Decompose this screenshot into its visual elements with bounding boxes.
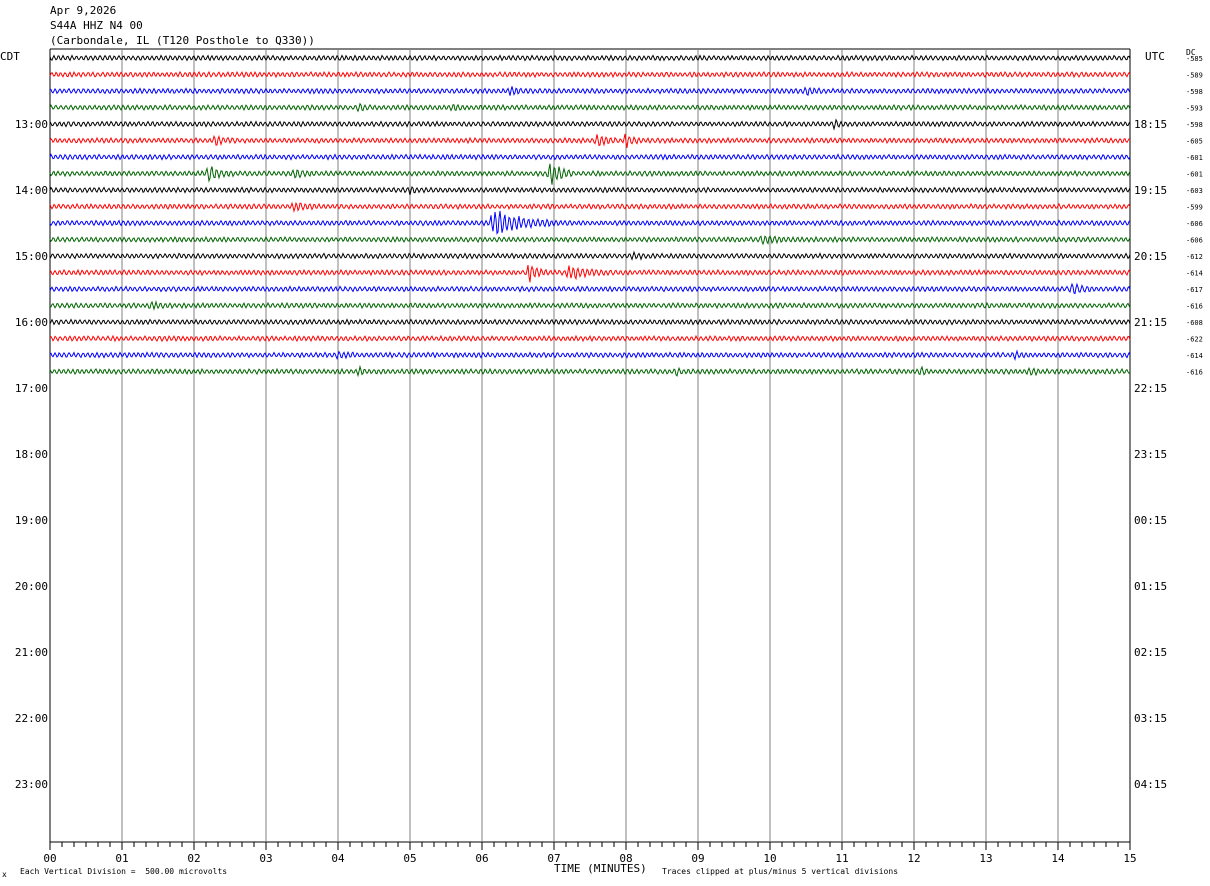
x-tick-label: 10 [763,852,776,865]
cdt-hour-label: 14:00 [15,184,48,197]
dc-offset-label: -605 [1186,138,1203,146]
dc-offset-label: -601 [1186,171,1203,179]
cdt-hour-label: 23:00 [15,778,48,791]
x-tick-label: 15 [1123,852,1136,865]
cdt-hour-label: 22:00 [15,712,48,725]
seismic-trace [49,210,1131,235]
dc-offset-label: -616 [1186,369,1203,377]
dc-offset-label: -593 [1186,105,1203,113]
scale-note: Each Vertical Division = 500.00 microvol… [20,867,228,876]
seismic-trace [49,54,1131,62]
seismic-trace [49,133,1131,148]
x-tick-label: 12 [907,852,920,865]
seismic-trace [49,118,1131,131]
x-tick-label: 14 [1051,852,1065,865]
x-tick-label: 13 [979,852,992,865]
seismic-trace [49,364,1131,378]
seismic-trace [49,70,1131,79]
cdt-hour-label: 20:00 [15,580,48,593]
x-tick-label: 09 [691,852,704,865]
clip-note: Traces clipped at plus/minus 5 vertical … [662,867,899,876]
utc-hour-label: 23:15 [1134,448,1167,461]
utc-hour-label: 21:15 [1134,316,1167,329]
utc-hour-label: 20:15 [1134,250,1167,263]
seismic-trace [49,201,1131,214]
utc-hour-label: 00:15 [1134,514,1167,527]
dc-offset-label: -606 [1186,220,1203,228]
dc-offset-label: -603 [1186,187,1203,195]
dc-offset-label: -616 [1186,303,1203,311]
seismic-trace [49,334,1131,343]
seismic-trace [49,86,1131,96]
dc-offset-label: -601 [1186,154,1203,162]
x-tick-label: 08 [619,852,632,865]
seismic-trace [49,318,1131,326]
utc-hour-label: 01:15 [1134,580,1167,593]
utc-hour-label: 04:15 [1134,778,1167,791]
dc-offset-label: -598 [1186,88,1203,96]
dc-offset-label: -614 [1186,270,1203,278]
dc-offset-label: -589 [1186,72,1203,80]
dc-offset-label: -608 [1186,319,1203,327]
x-tick-label: 00 [43,852,56,865]
cdt-hour-label: 15:00 [15,250,48,263]
utc-hour-label: 19:15 [1134,184,1167,197]
utc-hour-label: 03:15 [1134,712,1167,725]
x-tick-label: 04 [331,852,345,865]
dc-offset-label: -585 [1186,55,1203,63]
utc-hour-label: 22:15 [1134,382,1167,395]
seismic-trace [49,185,1131,196]
utc-hour-label: 18:15 [1134,118,1167,131]
dc-offset-label: -606 [1186,237,1203,245]
dc-offset-label: -612 [1186,253,1203,261]
right-axis-label: UTC [1145,50,1165,63]
cdt-hour-label: 19:00 [15,514,48,527]
x-tick-label: 02 [187,852,200,865]
dc-offset-label: -599 [1186,204,1203,212]
x-tick-label: 07 [547,852,560,865]
x-tick-label: 05 [403,852,416,865]
seismic-trace [49,264,1131,283]
seismic-trace [49,250,1131,261]
seismic-trace [49,282,1131,295]
seismic-trace [49,102,1131,113]
x-tick-label: 06 [475,852,488,865]
dc-offset-label: -622 [1186,336,1203,344]
x-tick-label: 11 [835,852,848,865]
seismic-trace [49,349,1131,361]
header-location: (Carbondale, IL (T120 Posthole to Q330)) [50,34,315,47]
seismic-trace [49,163,1131,185]
corner-mark: x [2,870,7,879]
seismic-trace [49,153,1131,161]
x-axis-title: TIME (MINUTES) [554,862,647,875]
cdt-hour-label: 16:00 [15,316,48,329]
dc-label: DC [1186,48,1196,57]
dc-offset-label: -614 [1186,352,1203,360]
cdt-hour-label: 13:00 [15,118,48,131]
seismic-trace [49,235,1131,246]
left-axis-label: CDT [0,50,20,63]
dc-offset-label: -598 [1186,121,1203,129]
dc-offset-label: -617 [1186,286,1203,294]
cdt-hour-label: 18:00 [15,448,48,461]
x-tick-label: 01 [115,852,128,865]
header-station: S44A HHZ N4 00 [50,19,143,32]
utc-hour-label: 02:15 [1134,646,1167,659]
x-tick-label: 03 [259,852,272,865]
header-date: Apr 9,2026 [50,4,117,17]
seismic-trace [49,299,1131,311]
cdt-hour-label: 21:00 [15,646,48,659]
cdt-hour-label: 17:00 [15,382,48,395]
